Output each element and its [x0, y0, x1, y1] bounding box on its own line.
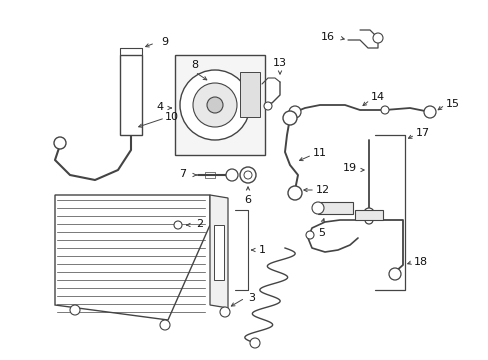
Bar: [120, 55, 142, 135]
Circle shape: [225, 169, 238, 181]
Circle shape: [249, 338, 260, 348]
Bar: [175, 55, 264, 155]
Text: 1: 1: [258, 245, 265, 255]
Circle shape: [160, 320, 170, 330]
Bar: [354, 210, 382, 220]
Text: 3: 3: [248, 293, 255, 303]
Circle shape: [206, 97, 223, 113]
Circle shape: [70, 305, 80, 315]
Text: 8: 8: [191, 60, 198, 70]
Circle shape: [311, 202, 324, 214]
Circle shape: [288, 106, 301, 118]
Text: 6: 6: [244, 195, 251, 205]
Circle shape: [423, 106, 435, 118]
Text: 7: 7: [179, 169, 186, 179]
Bar: [317, 202, 352, 214]
Text: 10: 10: [164, 112, 179, 122]
Text: 13: 13: [272, 58, 286, 68]
Text: 18: 18: [413, 257, 427, 267]
Bar: [214, 225, 224, 280]
Circle shape: [388, 268, 400, 280]
Circle shape: [363, 208, 373, 218]
Text: 17: 17: [415, 128, 429, 138]
Polygon shape: [55, 195, 209, 320]
Circle shape: [54, 137, 66, 149]
Text: 9: 9: [161, 37, 168, 47]
Circle shape: [180, 70, 249, 140]
Text: 15: 15: [445, 99, 459, 109]
Circle shape: [287, 186, 302, 200]
Text: 14: 14: [370, 92, 384, 102]
Text: 19: 19: [342, 163, 356, 173]
Polygon shape: [209, 195, 227, 308]
Circle shape: [380, 106, 388, 114]
Circle shape: [283, 111, 296, 125]
Text: 4: 4: [156, 102, 163, 112]
Text: 12: 12: [315, 185, 329, 195]
Text: 5: 5: [318, 228, 325, 238]
Circle shape: [244, 171, 251, 179]
Circle shape: [264, 102, 271, 110]
Circle shape: [220, 307, 229, 317]
Text: 16: 16: [320, 32, 334, 42]
Circle shape: [364, 216, 372, 224]
Circle shape: [193, 83, 237, 127]
Text: 2: 2: [196, 219, 203, 229]
Circle shape: [372, 33, 382, 43]
Circle shape: [174, 221, 182, 229]
Bar: [240, 72, 260, 117]
Text: 11: 11: [312, 148, 326, 158]
Circle shape: [240, 167, 256, 183]
Circle shape: [305, 231, 313, 239]
